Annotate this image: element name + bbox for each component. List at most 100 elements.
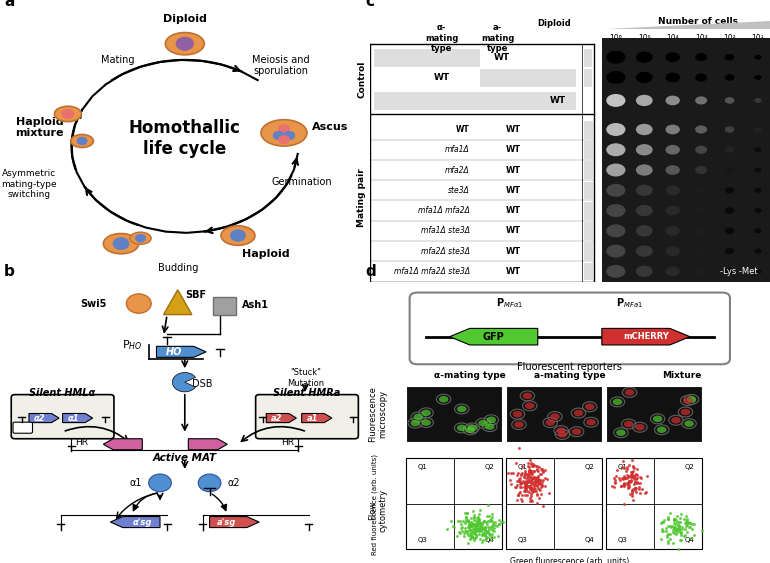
Point bbox=[479, 522, 491, 531]
Text: Control: Control bbox=[357, 60, 366, 97]
Text: P$_{HO}$: P$_{HO}$ bbox=[122, 338, 142, 352]
Ellipse shape bbox=[221, 226, 255, 245]
Point bbox=[617, 474, 629, 483]
Point bbox=[460, 517, 472, 526]
Point bbox=[669, 525, 681, 534]
Point bbox=[473, 525, 485, 534]
Point bbox=[541, 475, 553, 484]
Point bbox=[473, 520, 485, 529]
Point bbox=[528, 473, 541, 482]
Point bbox=[474, 522, 486, 531]
Point bbox=[526, 469, 538, 478]
Point bbox=[681, 519, 693, 528]
Point bbox=[535, 464, 547, 473]
Point bbox=[622, 472, 634, 481]
Point bbox=[671, 525, 683, 534]
Point bbox=[493, 519, 505, 528]
Point bbox=[520, 481, 532, 490]
Point bbox=[623, 482, 635, 491]
Point bbox=[667, 528, 679, 537]
Circle shape bbox=[485, 423, 494, 430]
Point bbox=[467, 531, 479, 540]
Point bbox=[631, 473, 643, 482]
Point bbox=[686, 524, 698, 533]
Point bbox=[626, 491, 638, 501]
Point bbox=[530, 476, 542, 485]
Point bbox=[466, 522, 478, 531]
Point bbox=[481, 533, 494, 542]
Point bbox=[473, 525, 485, 534]
Point bbox=[518, 466, 531, 475]
Text: a-mating type: a-mating type bbox=[534, 371, 606, 380]
Bar bbox=[584, 162, 593, 179]
Point bbox=[623, 481, 635, 490]
Point bbox=[608, 482, 620, 491]
Point bbox=[473, 525, 485, 534]
Polygon shape bbox=[602, 328, 690, 345]
Point bbox=[524, 460, 537, 469]
Point bbox=[477, 516, 490, 525]
Circle shape bbox=[725, 187, 735, 194]
Circle shape bbox=[725, 167, 735, 173]
Point bbox=[658, 516, 671, 525]
Point bbox=[474, 525, 487, 534]
Point bbox=[480, 535, 492, 544]
Point bbox=[537, 468, 549, 477]
Point bbox=[513, 489, 525, 498]
Point bbox=[478, 526, 490, 535]
Text: Q1: Q1 bbox=[417, 464, 427, 470]
Point bbox=[482, 501, 494, 510]
Point bbox=[474, 524, 487, 533]
Point bbox=[483, 525, 495, 534]
Point bbox=[628, 485, 641, 494]
Point bbox=[519, 471, 531, 480]
Point bbox=[658, 517, 670, 526]
Text: mfa2Δ: mfa2Δ bbox=[445, 166, 470, 175]
Point bbox=[462, 531, 474, 540]
Circle shape bbox=[636, 245, 653, 257]
Point bbox=[524, 488, 536, 497]
Point bbox=[523, 483, 535, 492]
Point bbox=[479, 532, 491, 541]
Point bbox=[469, 524, 481, 533]
Point bbox=[528, 483, 541, 492]
Circle shape bbox=[687, 396, 696, 403]
Circle shape bbox=[665, 266, 680, 276]
Circle shape bbox=[683, 397, 692, 404]
Bar bbox=[584, 243, 593, 260]
Text: Asymmetric
mating-type
switching: Asymmetric mating-type switching bbox=[1, 169, 57, 199]
Circle shape bbox=[606, 244, 625, 258]
Circle shape bbox=[665, 73, 680, 82]
Circle shape bbox=[665, 52, 680, 62]
Point bbox=[469, 528, 481, 537]
Point bbox=[487, 533, 500, 542]
Point bbox=[527, 461, 539, 470]
Point bbox=[476, 519, 488, 528]
Point bbox=[524, 483, 537, 492]
Point bbox=[465, 521, 477, 530]
Text: b: b bbox=[4, 263, 15, 279]
Point bbox=[533, 462, 545, 471]
Circle shape bbox=[755, 269, 762, 274]
Text: α'sg: α'sg bbox=[133, 517, 152, 526]
Point bbox=[664, 530, 676, 539]
Point bbox=[502, 468, 514, 477]
Point bbox=[464, 531, 476, 540]
Circle shape bbox=[410, 420, 420, 426]
Point bbox=[683, 522, 695, 531]
Point bbox=[681, 528, 693, 537]
Circle shape bbox=[230, 230, 246, 242]
Point bbox=[486, 524, 498, 533]
Point bbox=[629, 470, 641, 479]
Point bbox=[678, 531, 690, 540]
Point bbox=[529, 479, 541, 488]
Point bbox=[661, 521, 674, 530]
Text: Flow
cytometry: Flow cytometry bbox=[368, 489, 387, 532]
Point bbox=[475, 519, 487, 528]
Circle shape bbox=[550, 413, 560, 420]
Point bbox=[527, 477, 540, 486]
Point bbox=[641, 487, 653, 496]
Point bbox=[513, 475, 525, 484]
Point bbox=[662, 514, 675, 523]
Circle shape bbox=[695, 96, 707, 105]
